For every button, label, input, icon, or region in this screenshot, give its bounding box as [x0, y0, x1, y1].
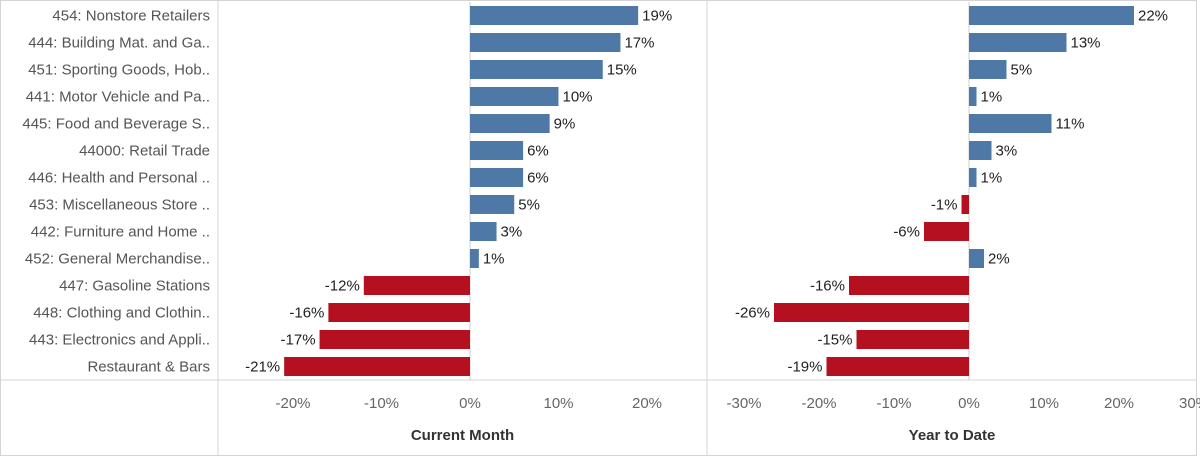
data-label: 11%: [1056, 116, 1085, 133]
data-label: 9%: [554, 116, 576, 133]
data-label: -6%: [893, 224, 920, 241]
category-labels: 454: Nonstore Retailers 444: Building Mat…: [22, 8, 210, 376]
bar: [774, 303, 969, 322]
data-label: 6%: [527, 143, 549, 160]
data-label: -21%: [245, 359, 280, 376]
tick-label: 30%: [1179, 395, 1200, 412]
tick-label: 0%: [958, 395, 980, 412]
tick-label: -10%: [876, 395, 911, 412]
bar: [470, 6, 639, 25]
data-label: 5%: [518, 197, 540, 214]
category-label: Restaurant & Bars: [87, 359, 210, 376]
bar: [319, 330, 470, 349]
bar: [470, 249, 479, 268]
panel-0: 19% 17% 15% 10% 9% 6% 6% 5% 3% 1% -12%-16% -17%-21%…: [245, 2, 672, 444]
data-label: -16%: [289, 305, 324, 322]
bar: [284, 357, 470, 376]
data-label: -1%: [931, 197, 958, 214]
bar: [470, 168, 524, 187]
bar: [969, 114, 1052, 133]
category-label: 453: Miscellaneous Store ..: [29, 197, 210, 214]
tick-label: 20%: [632, 395, 662, 412]
bar: [470, 222, 497, 241]
panels: 19%17%15%10%9%6%6%5%3%1%-12%-16%-17%-21%…: [245, 2, 1200, 444]
data-label: -26%: [735, 305, 770, 322]
data-label: 2%: [988, 251, 1010, 268]
data-label: 1%: [483, 251, 505, 268]
category-label: 447: Gasoline Stations: [59, 278, 210, 295]
bar: [363, 276, 470, 295]
bar: [826, 357, 969, 376]
category-label: 44000: Retail Trade: [79, 143, 210, 160]
category-label: 441: Motor Vehicle and Pa..: [26, 89, 210, 106]
bar: [969, 168, 977, 187]
tick-label: 20%: [1104, 395, 1134, 412]
data-label: 13%: [1071, 35, 1101, 52]
bar: [924, 222, 969, 241]
bar: [328, 303, 470, 322]
bar: [969, 249, 984, 268]
data-label: -19%: [787, 359, 822, 376]
data-label: 3%: [501, 224, 523, 241]
category-label: 444: Building Mat. and Ga..: [28, 35, 210, 52]
bar: [969, 141, 992, 160]
category-label: 442: Furniture and Home ..: [31, 224, 210, 241]
data-label: 3%: [996, 143, 1018, 160]
panel-1: 22% 13% 5% 1% 11% 3% 1% -1% -6% 2% -16% -26% -15% -19…: [726, 2, 1200, 444]
tick-label: -30%: [726, 395, 761, 412]
data-label: 17%: [624, 35, 654, 52]
tick-label: -20%: [801, 395, 836, 412]
data-label: 1%: [981, 89, 1003, 106]
data-label: 15%: [607, 62, 637, 79]
bar: [961, 195, 969, 214]
category-label: 443: Electronics and Appli..: [29, 332, 210, 349]
bar: [470, 195, 515, 214]
tick-label: -20%: [275, 395, 310, 412]
category-label: 452: General Merchandise..: [25, 251, 210, 268]
bar: [849, 276, 969, 295]
category-label: 454: Nonstore Retailers: [52, 8, 210, 25]
category-label: 445: Food and Beverage S..: [22, 116, 210, 133]
data-label: 22%: [1138, 8, 1168, 25]
data-label: -16%: [810, 278, 845, 295]
category-label: 451: Sporting Goods, Hob..: [28, 62, 210, 79]
data-label: -15%: [817, 332, 852, 349]
data-label: 5%: [1011, 62, 1033, 79]
bar: [969, 33, 1067, 52]
category-label: 446: Health and Personal ..: [28, 170, 210, 187]
data-label: 1%: [981, 170, 1003, 187]
data-label: -12%: [325, 278, 360, 295]
bar: [969, 60, 1007, 79]
category-label: 448: Clothing and Clothin..: [33, 305, 210, 322]
bar: [470, 141, 524, 160]
tick-label: 0%: [459, 395, 481, 412]
bar: [856, 330, 969, 349]
data-label: 6%: [527, 170, 549, 187]
bar: [969, 87, 977, 106]
bar: [470, 60, 603, 79]
bar: [470, 33, 621, 52]
tick-label: 10%: [1029, 395, 1059, 412]
data-label: -17%: [281, 332, 316, 349]
bar: [470, 87, 559, 106]
bar: [969, 6, 1134, 25]
axis-title: Year to Date: [909, 427, 996, 444]
data-label: 10%: [563, 89, 593, 106]
axis-title: Current Month: [411, 427, 514, 444]
tick-label: -10%: [364, 395, 399, 412]
data-label: 19%: [642, 8, 672, 25]
tick-label: 10%: [543, 395, 573, 412]
bar: [470, 114, 550, 133]
